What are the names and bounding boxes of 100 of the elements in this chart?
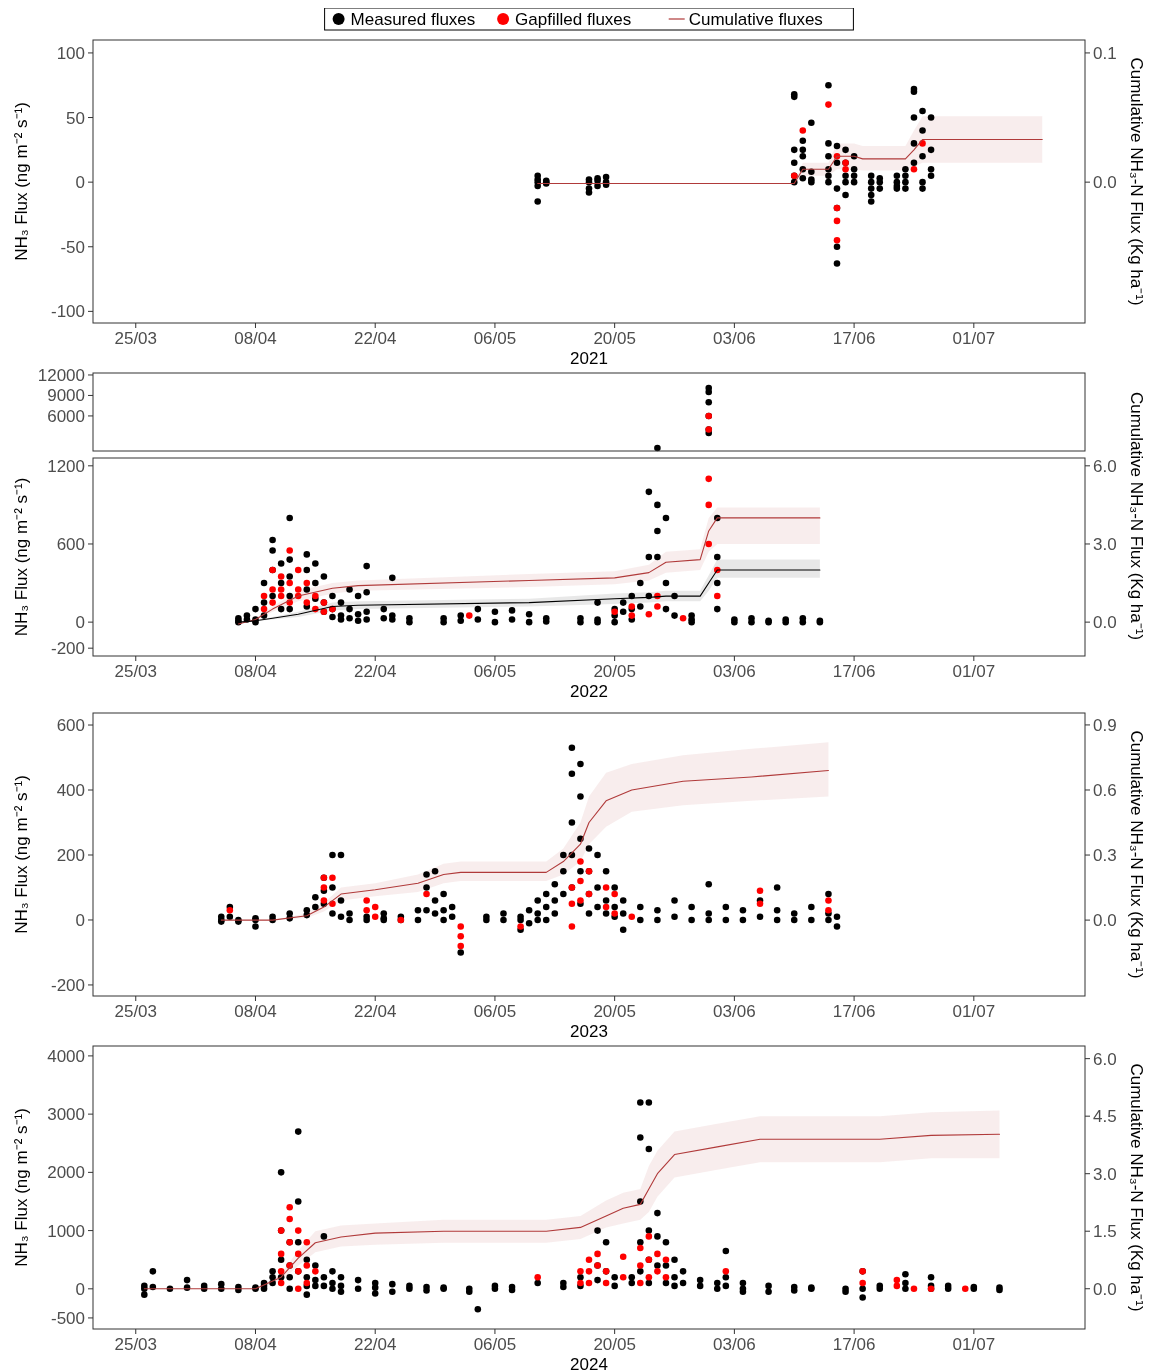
y2-axis-title: Cumulative NH₃-N Flux (Kg ha⁻¹) — [1127, 391, 1146, 641]
point — [602, 884, 610, 891]
y2-axis-title: Cumulative NH₃-N Flux (Kg ha⁻¹) — [1127, 1063, 1146, 1312]
point — [705, 540, 713, 548]
point — [286, 1215, 293, 1223]
point — [294, 1250, 302, 1258]
point — [286, 579, 293, 587]
y-tick-label: 3000 — [47, 1105, 85, 1125]
point — [534, 1273, 541, 1281]
x-axis-title: 2024 — [570, 1355, 608, 1372]
point — [654, 603, 661, 610]
point — [679, 614, 687, 622]
point — [277, 1250, 285, 1258]
point — [303, 1238, 311, 1246]
x-axis-title: 2023 — [570, 1022, 608, 1041]
point — [577, 877, 584, 885]
point — [277, 1268, 285, 1275]
y-tick-label: 400 — [56, 781, 85, 800]
x-tick-label: 20/05 — [593, 1335, 636, 1354]
x-tick-label: 01/07 — [952, 662, 996, 681]
point — [637, 1244, 644, 1252]
x-tick-label: 22/04 — [353, 1002, 397, 1021]
point — [645, 1273, 653, 1281]
y2-tick-label: 1.5 — [1093, 1222, 1117, 1242]
x-tick-label: 08/04 — [234, 662, 277, 681]
point — [294, 566, 302, 574]
point — [585, 1256, 593, 1263]
point — [910, 1285, 918, 1293]
point — [893, 1282, 901, 1290]
x-tick-label: 20/05 — [593, 329, 636, 348]
y-tick-label: -100 — [50, 302, 85, 322]
point — [705, 501, 713, 509]
x-tick-label: 03/06 — [713, 1002, 756, 1021]
point — [705, 398, 713, 406]
y2-tick-label: 0.6 — [1093, 780, 1117, 800]
point — [705, 388, 713, 396]
point — [568, 900, 576, 908]
point — [312, 1268, 319, 1275]
point — [602, 1279, 610, 1287]
y-tick-label: -200 — [50, 975, 85, 995]
point — [910, 165, 918, 173]
point — [833, 217, 841, 225]
x-tick-label: 06/05 — [473, 329, 517, 348]
point — [303, 579, 311, 587]
point — [645, 611, 653, 618]
point — [277, 1279, 285, 1287]
y-axis-title: NH₃ Flux (ng m⁻² s⁻¹) — [12, 102, 31, 261]
y2-tick-label: 0.9 — [1093, 715, 1117, 735]
point — [277, 573, 285, 580]
x-tick-label: 20/05 — [593, 1002, 636, 1021]
point — [619, 1273, 627, 1281]
point — [654, 1268, 661, 1275]
y-tick-label: 1200 — [47, 456, 85, 476]
point — [329, 874, 336, 882]
y2-tick-label: 3.0 — [1093, 534, 1117, 554]
y-tick-label: 200 — [56, 845, 85, 865]
x-tick-label: 22/04 — [353, 662, 397, 681]
point — [457, 932, 465, 940]
point — [637, 1279, 644, 1287]
point — [756, 900, 764, 908]
point — [269, 599, 276, 606]
point — [363, 906, 370, 914]
point — [577, 858, 584, 865]
x-tick-label: 20/05 — [593, 662, 636, 681]
point — [286, 1204, 293, 1211]
point — [628, 913, 636, 920]
point — [594, 1250, 601, 1258]
x-tick-label: 17/06 — [832, 329, 876, 348]
point — [662, 1256, 670, 1263]
x-tick-label: 08/04 — [234, 1002, 277, 1021]
point — [825, 897, 832, 904]
point — [654, 1250, 661, 1258]
x-tick-label: 06/05 — [473, 662, 517, 681]
legend-label: Cumulative fluxes — [688, 10, 823, 29]
point — [825, 101, 832, 108]
point — [585, 1268, 593, 1275]
point — [303, 599, 311, 606]
point — [645, 1233, 653, 1240]
point — [961, 1285, 969, 1293]
x-tick-label: 25/03 — [114, 1002, 158, 1021]
y-tick-label: 600 — [56, 716, 85, 736]
point — [859, 1279, 866, 1287]
x-tick-label: 03/06 — [713, 662, 756, 681]
point — [260, 592, 268, 600]
point — [825, 906, 832, 914]
x-tick-label: 01/07 — [952, 1335, 996, 1354]
point — [577, 1268, 584, 1275]
y-axis-title: NH₃ Flux (ng m⁻² s⁻¹) — [12, 775, 31, 934]
y-tick-label: 6000 — [47, 406, 85, 426]
x-tick-label: 25/03 — [114, 662, 158, 681]
point — [662, 1273, 670, 1281]
point — [722, 1268, 730, 1275]
y2-tick-label: 0.0 — [1093, 613, 1117, 633]
x-tick-label: 17/06 — [832, 662, 876, 681]
point — [611, 890, 618, 898]
point — [371, 913, 379, 920]
point — [269, 586, 276, 593]
point — [423, 890, 430, 898]
y2-tick-label: 6.0 — [1093, 456, 1117, 476]
y-tick-label: 9000 — [47, 386, 85, 406]
